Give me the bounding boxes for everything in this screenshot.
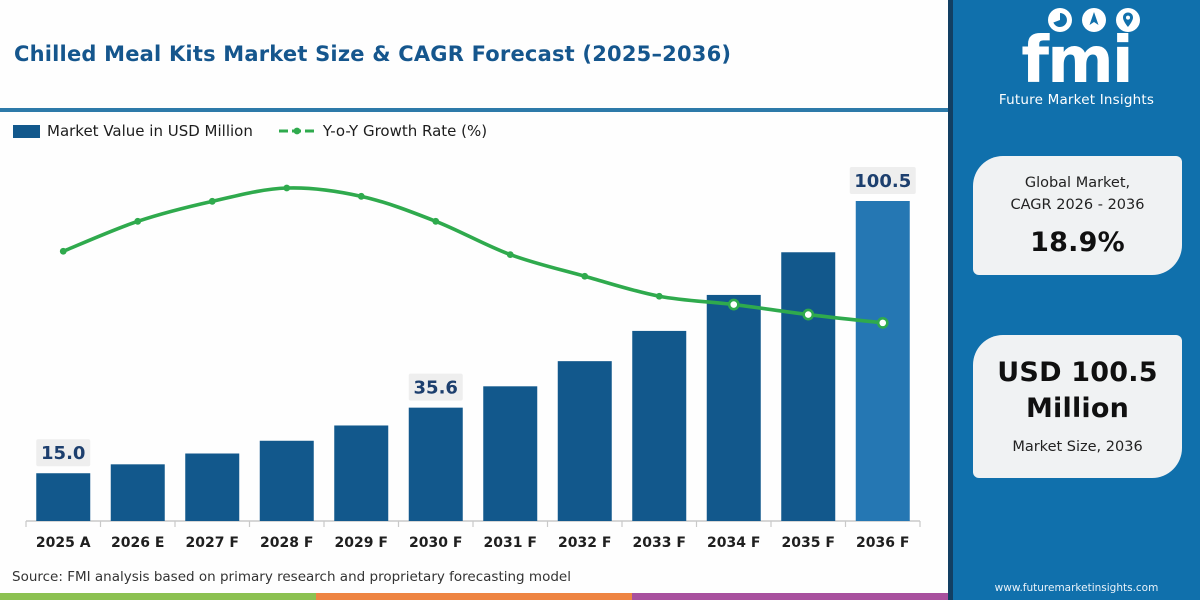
page-title: Chilled Meal Kits Market Size & CAGR For…	[14, 42, 732, 66]
cagr-card: Global Market, CAGR 2026 - 2036 18.9%	[973, 155, 1182, 276]
x-axis-label: 2032 F	[558, 535, 611, 551]
footer-color-strip	[0, 593, 948, 600]
x-axis-label: 2031 F	[484, 535, 537, 551]
bar-2026E	[110, 464, 165, 521]
growth-marker-open	[727, 298, 740, 311]
chart-panel: Chilled Meal Kits Market Size & CAGR For…	[0, 0, 948, 600]
strip-segment-orange	[316, 593, 632, 600]
growth-marker	[655, 292, 663, 300]
bar-2033F	[632, 330, 687, 521]
growth-marker	[283, 184, 291, 192]
growth-marker	[506, 251, 514, 258]
bar-2025A	[36, 473, 91, 521]
cagr-value: 18.9%	[1030, 227, 1125, 259]
fmi-logo-text: fmi	[1021, 24, 1133, 98]
legend-item-growth-rate: Y-o-Y Growth Rate (%)	[278, 122, 487, 140]
bar-value-label: 15.0	[41, 443, 85, 464]
bar-2036F	[855, 201, 910, 521]
growth-marker-open	[802, 308, 815, 321]
bar-value-label-box	[36, 439, 91, 467]
source-note: Source: FMI analysis based on primary re…	[12, 568, 571, 585]
fmi-logo-tagline: Future Market Insights	[998, 91, 1155, 108]
bar-2034F	[706, 294, 761, 521]
x-axis-label: 2034 F	[707, 535, 760, 551]
legend: Market Value in USD Million Y-o-Y Growth…	[0, 112, 948, 150]
market-size-value: USD 100.5 Million	[997, 357, 1158, 424]
line-swatch-icon	[278, 127, 315, 135]
bar-2031F	[483, 386, 538, 521]
growth-marker-open	[876, 316, 889, 329]
bar-2030F	[408, 407, 463, 521]
bar-swatch-icon	[13, 124, 40, 138]
compass-icon	[1081, 8, 1106, 32]
bar-2035F	[781, 252, 836, 521]
website-url: www.futuremarketinsights.com	[994, 582, 1159, 594]
cagr-card-line2: CAGR 2026 - 2036	[1010, 196, 1145, 213]
market-size-card: USD 100.5 Million Market Size, 2036	[973, 335, 1182, 479]
growth-marker	[581, 272, 589, 280]
header: Chilled Meal Kits Market Size & CAGR For…	[0, 0, 948, 112]
x-axis-label: 2033 F	[633, 535, 686, 551]
growth-marker	[357, 192, 365, 200]
legend-bar-label: Market Value in USD Million	[47, 122, 253, 140]
bar-2032F	[557, 361, 612, 521]
bar-value-label: 35.6	[414, 378, 458, 399]
strip-segment-magenta	[632, 593, 948, 600]
legend-item-market-value: Market Value in USD Million	[13, 122, 253, 140]
growth-marker	[208, 197, 216, 205]
x-axis-label: 2027 F	[186, 535, 239, 551]
logo-icons	[987, 8, 1200, 32]
x-axis-label: 2028 F	[260, 535, 313, 551]
sidebar: fmi Future Market Insights Global Market…	[948, 0, 1200, 600]
map-pin-icon	[1115, 8, 1140, 32]
pie-chart-icon	[1047, 8, 1072, 32]
x-axis-label: 2025 A	[36, 535, 91, 551]
bar-value-label: 100.5	[854, 171, 911, 192]
x-axis-label: 2030 F	[409, 535, 462, 551]
growth-marker	[59, 247, 67, 255]
market-size-chart: 15.0 35.6 100.5 2025 A 2026 E 2027 F 2028 F 202…	[25, 167, 921, 551]
bar-2029F	[334, 425, 389, 521]
market-size-caption: Market Size, 2036	[1012, 438, 1143, 455]
x-axis-label: 2029 F	[335, 535, 388, 551]
strip-segment-green	[0, 593, 316, 600]
bar-2027F	[185, 453, 240, 521]
bar-value-label-box	[408, 373, 463, 401]
growth-marker	[134, 217, 142, 225]
x-axis-label: 2026 E	[111, 535, 164, 551]
x-axis-label: 2035 F	[782, 535, 835, 551]
cagr-card-line1: Global Market,	[1024, 174, 1131, 191]
x-axis-label: 2036 F	[856, 535, 909, 551]
bar-2028F	[259, 440, 314, 521]
fmi-logo: fmi Future Market Insights	[953, 8, 1200, 108]
bar-value-label-box	[849, 167, 916, 194]
legend-line-label: Y-o-Y Growth Rate (%)	[322, 122, 488, 140]
growth-marker	[432, 217, 440, 225]
